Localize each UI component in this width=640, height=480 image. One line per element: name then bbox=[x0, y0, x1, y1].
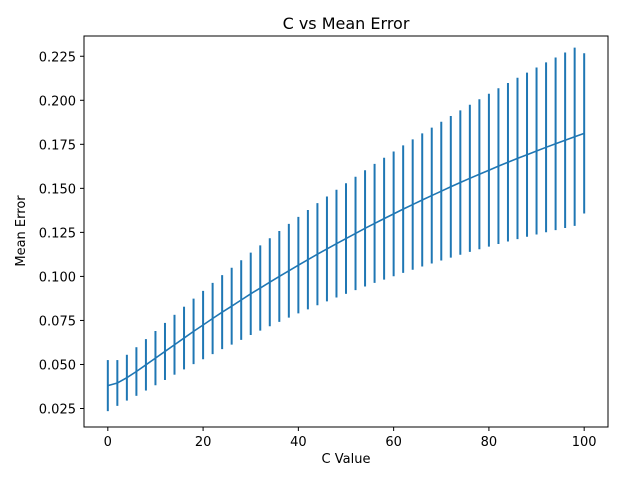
y-tick-label: 0.100 bbox=[39, 270, 76, 285]
y-tick-label: 0.125 bbox=[39, 226, 76, 241]
y-tick-label: 0.225 bbox=[39, 50, 76, 65]
y-tick-label: 0.150 bbox=[39, 182, 76, 197]
chart-title: C vs Mean Error bbox=[283, 14, 410, 33]
x-axis: 0 20 40 60 80 100 bbox=[104, 427, 597, 450]
y-tick-label: 0.175 bbox=[39, 138, 76, 153]
plot-frame bbox=[83, 35, 609, 428]
y-axis-title: Mean Error bbox=[14, 195, 29, 267]
x-tick-label: 40 bbox=[290, 435, 307, 450]
plot-area bbox=[106, 47, 586, 412]
mean-error-line bbox=[107, 132, 585, 387]
x-tick-label: 20 bbox=[195, 435, 212, 450]
y-tick-label: 0.075 bbox=[39, 314, 76, 329]
y-tick-label: 0.050 bbox=[39, 358, 76, 373]
x-tick-label: 60 bbox=[385, 435, 402, 450]
y-tick-label: 0.200 bbox=[39, 94, 76, 109]
y-tick-label: 0.025 bbox=[39, 403, 76, 418]
x-axis-title: C Value bbox=[322, 452, 371, 467]
x-tick-label: 0 bbox=[104, 435, 112, 450]
x-tick-label: 80 bbox=[481, 435, 498, 450]
y-axis: 0.025 0.050 0.075 0.100 0.125 0.150 0.175 0.200… bbox=[39, 50, 84, 418]
x-tick-label: 100 bbox=[572, 435, 597, 450]
